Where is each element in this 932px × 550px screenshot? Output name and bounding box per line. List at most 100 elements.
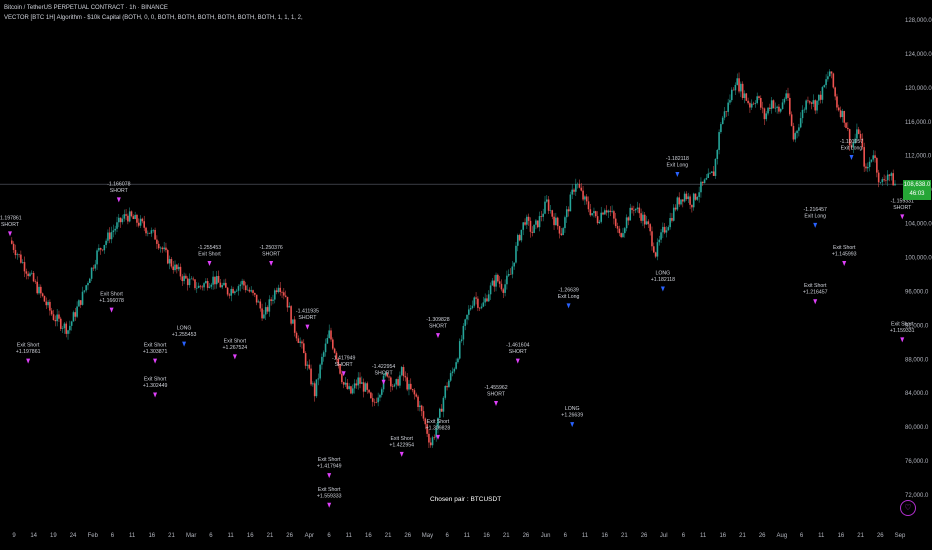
- candle-body: [99, 248, 102, 250]
- candle-body: [315, 379, 318, 397]
- candle-body: [830, 71, 833, 74]
- candle-body: [413, 390, 416, 395]
- candle-body: [397, 379, 399, 386]
- candle-body: [765, 113, 768, 120]
- candle-body: [850, 145, 853, 148]
- candle-body: [701, 181, 704, 184]
- candle-body: [807, 100, 809, 102]
- candle-body: [332, 339, 334, 349]
- candle-body: [818, 94, 820, 101]
- candle-body: [776, 106, 778, 108]
- candle-body: [651, 231, 653, 247]
- candle-body: [266, 307, 269, 312]
- candle-body: [486, 298, 488, 302]
- candle-body: [295, 332, 298, 339]
- candle-body: [522, 222, 525, 230]
- candle-body: [682, 199, 684, 202]
- candle-body: [727, 102, 729, 112]
- candle-body: [239, 284, 242, 287]
- tradingview-logo-icon[interactable]: ♡: [900, 500, 916, 516]
- candle-body: [41, 293, 44, 296]
- candle-body: [643, 214, 646, 225]
- candle-body: [453, 368, 456, 372]
- signal-label: LONG: [177, 326, 192, 332]
- candle-body: [497, 274, 499, 282]
- candle-body: [741, 83, 744, 99]
- signal-label: Exit Long: [841, 145, 863, 151]
- candle-body: [219, 282, 222, 288]
- short-arrow-icon: [341, 371, 346, 377]
- candle-body: [848, 129, 851, 146]
- candle-body: [417, 396, 419, 408]
- candle-body: [264, 307, 267, 315]
- candle-body: [685, 193, 688, 200]
- candle-body: [546, 199, 548, 202]
- candle-body: [439, 408, 441, 418]
- candle-body: [662, 226, 664, 233]
- candle-body: [281, 292, 283, 293]
- candle-body: [631, 207, 633, 211]
- signal-label: Exit Short: [318, 487, 341, 493]
- candle-body: [152, 229, 155, 231]
- candle-body: [801, 109, 804, 119]
- candle-body: [533, 224, 535, 233]
- candle-body: [738, 78, 740, 92]
- candle-body: [669, 218, 671, 228]
- candle-body: [879, 182, 882, 183]
- signal-label: SHORT: [298, 315, 317, 321]
- candle-body: [49, 301, 51, 311]
- candle-body: [14, 249, 17, 256]
- candle-body: [607, 210, 610, 213]
- candle-body: [582, 190, 584, 200]
- candle-body: [16, 254, 19, 256]
- candle-body: [63, 323, 66, 329]
- candle-body: [197, 285, 200, 288]
- candle-body: [587, 201, 590, 210]
- candle-body: [339, 364, 341, 374]
- candle-body: [518, 235, 521, 241]
- y-tick-label: 88,000.0: [905, 357, 929, 363]
- candle-body: [188, 278, 191, 286]
- signal-label: Exit Short: [198, 252, 221, 258]
- candle-body: [876, 158, 878, 173]
- candle-body: [634, 208, 637, 211]
- exit-arrow-icon: [232, 354, 237, 360]
- candle-body: [244, 285, 247, 291]
- candle-body: [275, 290, 278, 293]
- short-arrow-icon: [900, 214, 905, 220]
- candle-body: [255, 294, 258, 303]
- signal-label: LONG: [565, 406, 580, 412]
- x-tick-label: 6: [564, 533, 568, 539]
- candle-body: [94, 264, 97, 269]
- x-tick-label: 14: [30, 533, 37, 539]
- indicator-title[interactable]: VECTOR [BTC 1H] Algorithm - $10k Capital…: [4, 15, 304, 21]
- candle-body: [524, 222, 526, 225]
- candle-body: [535, 220, 537, 225]
- symbol-title[interactable]: Bitcoin / TetherUS PERPETUAL CONTRACT · …: [4, 5, 168, 11]
- candle-body: [78, 300, 80, 307]
- candle-body: [825, 79, 827, 86]
- candle-body: [205, 281, 207, 284]
- candle-body: [150, 230, 153, 234]
- y-tick-label: 96,000.0: [905, 289, 929, 295]
- candle-body: [350, 386, 352, 394]
- candle-body: [186, 278, 189, 286]
- candle-body: [712, 171, 715, 176]
- candle-body: [672, 207, 675, 221]
- signal-label: SHORT: [262, 252, 281, 258]
- candle-body: [556, 217, 559, 227]
- x-tick-label: Jul: [660, 533, 668, 539]
- candle-body: [390, 377, 392, 387]
- candle-body: [573, 189, 575, 192]
- long-arrow-icon: [849, 154, 854, 160]
- x-tick-label: 9: [12, 533, 16, 539]
- candle-body: [328, 330, 330, 338]
- candle-body: [714, 158, 717, 176]
- candle-body: [203, 283, 205, 288]
- candle-body: [284, 295, 287, 297]
- candle-body: [74, 312, 77, 317]
- long-arrow-icon: [660, 286, 665, 292]
- long-arrow-icon: [182, 341, 187, 347]
- x-tick-label: 16: [601, 533, 608, 539]
